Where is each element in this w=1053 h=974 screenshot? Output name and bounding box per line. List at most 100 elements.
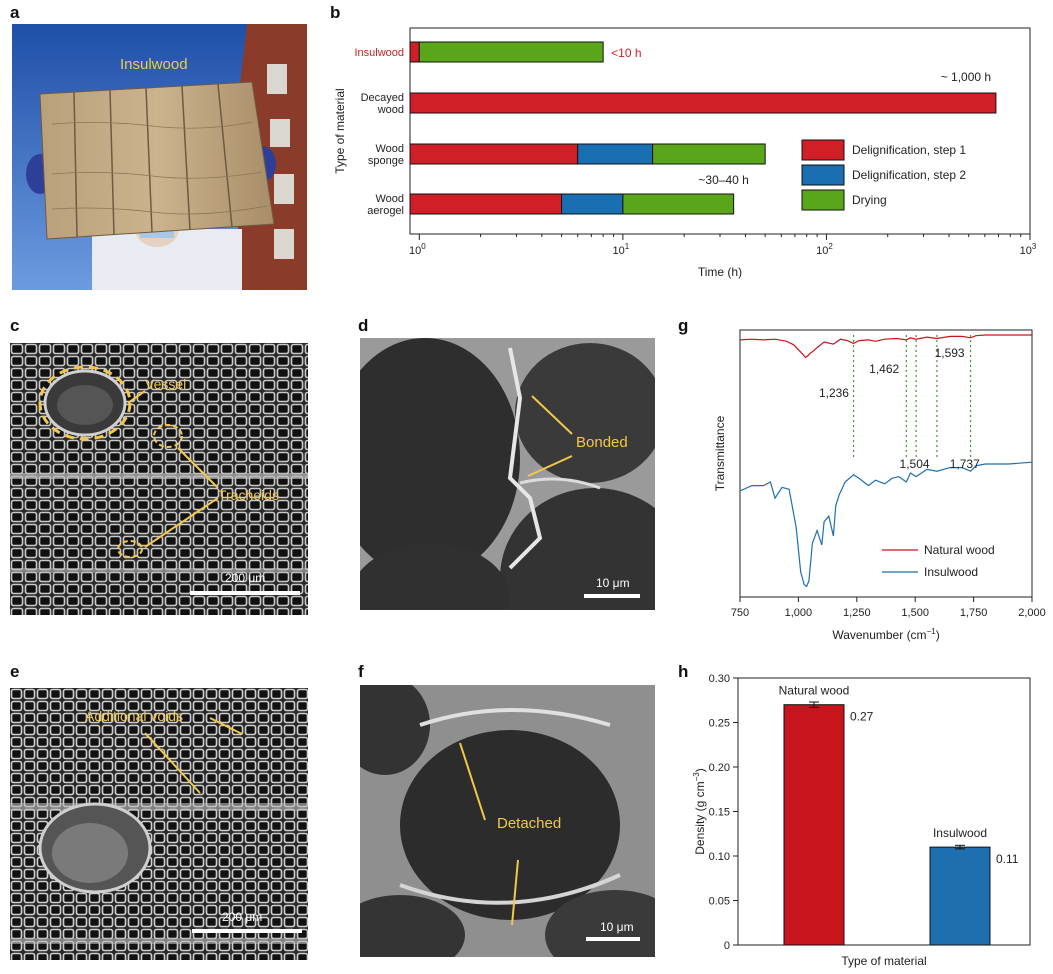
y-tick-label: 0 — [724, 940, 730, 952]
y-tick-label: 0.25 — [709, 718, 730, 730]
y-tick-label: 0.30 — [709, 673, 730, 685]
scale-bar-e — [192, 929, 302, 933]
scale-label-c: 200 μm — [225, 571, 266, 585]
annotation-insulwood: <10 h — [611, 46, 641, 60]
peak-label: 1,737 — [950, 457, 980, 471]
x-axis-label: Time (h) — [698, 265, 742, 279]
panel-letter-h: h — [678, 662, 689, 681]
sem-image-d: Bonded 10 μm — [360, 338, 655, 610]
scale-label-d: 10 μm — [596, 576, 630, 590]
legend-label: Delignification, step 2 — [852, 168, 966, 182]
y-tick-label: 0.10 — [709, 851, 730, 863]
legend-swatch — [801, 164, 845, 186]
peak-label: 1,236 — [819, 386, 849, 400]
x-tick-label: 100 — [409, 242, 426, 257]
legend-label: Natural wood — [924, 543, 995, 557]
sem-d-texture — [360, 338, 655, 610]
annotation-decayed: ~ 1,000 h — [941, 70, 991, 84]
bar — [929, 846, 991, 946]
insulwood-photo-drawing — [12, 24, 307, 290]
chart-b-time: 100 101 102 103 Time (h) Type of material Insu… — [333, 27, 1037, 279]
panel-letter-a: a — [10, 3, 20, 22]
category-label: Wood — [375, 193, 404, 205]
panel-letter-f: f — [358, 662, 364, 681]
category-label: Insulwood — [354, 47, 404, 59]
scale-bar-d — [584, 594, 640, 598]
panel-letter-d: d — [358, 316, 369, 335]
x-tick-label: 1,250 — [843, 607, 871, 619]
legend-label: Insulwood — [924, 565, 978, 579]
peak-label: 1,462 — [869, 362, 899, 376]
panel-letter-c: c — [10, 316, 20, 335]
peak-label: 1,504 — [900, 457, 930, 471]
bar-segment — [577, 143, 654, 165]
bar-segment — [409, 143, 579, 165]
scale-label-f: 10 μm — [600, 920, 634, 934]
insulwood-photo: Insulwood — [12, 24, 307, 290]
bar-segment — [561, 193, 624, 215]
y-axis-label: Density (g cm−3) — [692, 768, 707, 854]
sem-f-texture — [360, 685, 655, 957]
x-tick-label: 750 — [731, 607, 749, 619]
x-axis-label: Type of material — [841, 954, 926, 968]
additional-voids-label: Additional voids — [85, 708, 184, 724]
x-tick-label: 103 — [1020, 242, 1037, 257]
panel-letter-e: e — [10, 662, 20, 681]
scale-bar-c — [190, 591, 300, 595]
x-tick-label: 1,000 — [785, 607, 813, 619]
sem-image-f: Detached 10 μm — [360, 685, 655, 957]
chart-g-ftir: 1,236 1,462 1,593 1,504 1,737 750 1,000 1,250 1,… — [713, 329, 1046, 642]
scale-bar-f — [586, 937, 640, 941]
plot-frame — [739, 329, 1033, 598]
bar-segment — [418, 41, 604, 63]
series-line — [739, 461, 1033, 588]
bar-value-label: 0.11 — [996, 852, 1019, 866]
bar-segment — [409, 92, 997, 114]
x-tick-label: 1,500 — [901, 607, 929, 619]
bar-segment — [409, 41, 420, 63]
panel-letter-g: g — [678, 316, 689, 335]
category-label: Wood — [375, 143, 404, 155]
legend-label: Delignification, step 1 — [852, 143, 966, 157]
sem-image-c: Vessel Tracheids 200 μm — [10, 343, 308, 615]
vessel-label: Vessel — [145, 376, 187, 392]
y-axis-label: Type of material — [333, 88, 347, 173]
legend-swatch — [801, 189, 845, 211]
series-line — [739, 334, 1032, 359]
bar-segment — [652, 143, 766, 165]
bar-category-label: Insulwood — [933, 826, 987, 840]
bar-segment — [622, 193, 735, 215]
chart-h-density: 0 0.05 0.10 0.15 0.20 0.25 0.30 Density (g cm−3… — [692, 673, 1031, 968]
x-tick-label: 2,000 — [1018, 607, 1046, 619]
y-axis-label: Transmittance — [713, 415, 727, 491]
category-label: wood — [377, 104, 404, 116]
bar-segment — [409, 193, 563, 215]
x-tick-label: 102 — [816, 242, 833, 257]
y-tick-label: 0.05 — [709, 896, 730, 908]
legend-label: Drying — [852, 193, 887, 207]
sem-e-texture — [10, 688, 308, 960]
x-tick-label: 1,750 — [960, 607, 988, 619]
panel-letter-b: b — [330, 3, 341, 22]
scale-label-e: 200 μm — [222, 910, 263, 924]
category-label: aerogel — [367, 205, 404, 217]
category-label: sponge — [368, 155, 404, 167]
bonded-arrows — [527, 395, 573, 477]
bar-category-label: Natural wood — [779, 684, 850, 698]
bar-value-label: 0.27 — [850, 710, 874, 724]
insulwood-photo-label: Insulwood — [120, 56, 188, 73]
y-tick-label: 0.20 — [709, 762, 730, 774]
x-axis-label: Wavenumber (cm−1) — [832, 627, 939, 642]
bonded-label: Bonded — [576, 434, 628, 451]
category-label: Decayed — [361, 92, 404, 104]
sem-c-texture — [10, 343, 308, 615]
bar — [783, 704, 845, 946]
annotation-aerogel: ~30–40 h — [698, 173, 748, 187]
x-tick-label: 101 — [613, 242, 630, 257]
legend-swatch — [801, 139, 845, 161]
tracheids-label: Tracheids — [218, 487, 279, 503]
sem-image-e: Additional voids 200 μm — [10, 688, 308, 960]
peak-label: 1,593 — [935, 346, 965, 360]
detached-label: Detached — [497, 815, 562, 832]
y-tick-label: 0.15 — [709, 807, 730, 819]
